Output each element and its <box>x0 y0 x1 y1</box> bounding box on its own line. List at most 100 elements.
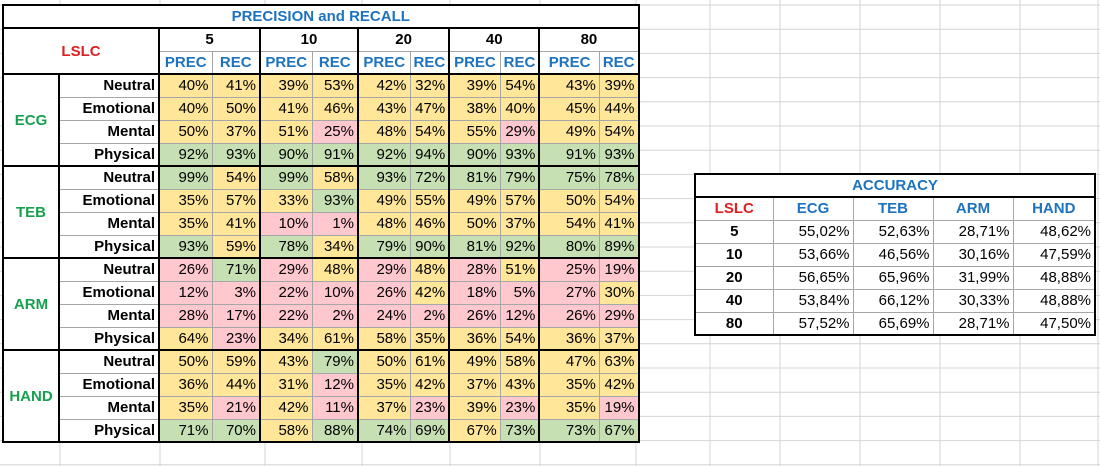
value-cell: 34% <box>311 234 359 259</box>
accuracy-column-header: HAND <box>1012 196 1096 221</box>
prec-header: PREC <box>448 50 501 75</box>
value-cell: 54% <box>598 119 640 144</box>
rec-header: REC <box>311 50 359 75</box>
value-cell: 73% <box>499 418 541 443</box>
value-cell: 51% <box>259 119 313 144</box>
accuracy-value: 28,71% <box>932 219 1014 244</box>
value-cell: 35% <box>409 326 451 351</box>
value-cell: 31% <box>259 372 313 397</box>
accuracy-value: 28,71% <box>932 311 1014 336</box>
accuracy-value: 53,66% <box>772 242 854 267</box>
value-cell: 35% <box>538 395 600 420</box>
value-cell: 43% <box>538 73 600 98</box>
value-cell: 36% <box>538 326 600 351</box>
row-label: Physical <box>58 234 160 259</box>
value-cell: 79% <box>357 234 411 259</box>
row-label: Physical <box>58 142 160 167</box>
data-row: TEB Neutral 99% 54% 99% 58% 93% 72% 81% 79% 75% 78% <box>2 165 640 259</box>
value-cell: 58% <box>259 418 313 443</box>
value-cell: 11% <box>311 395 359 420</box>
data-row: HAND Neutral 50% 59% 43% 79% 50% 61% 49% 58% 47% 63… <box>2 349 640 443</box>
prec-header: PREC <box>357 50 411 75</box>
value-cell: 33% <box>259 188 313 213</box>
value-cell: 42% <box>409 372 451 397</box>
value-cell: 92% <box>158 142 213 167</box>
data-row: Physical 64% 23% 34% 61% 58% 35% 36% 54% 36% 37% <box>3 326 640 351</box>
accuracy-value: 48,88% <box>1012 288 1096 313</box>
value-cell: 90% <box>448 142 501 167</box>
value-cell: 44% <box>211 372 261 397</box>
accuracy-value: 66,12% <box>852 288 934 313</box>
title-row: PRECISION and RECALL <box>2 4 640 29</box>
value-cell: 1% <box>311 211 359 236</box>
value-cell: 46% <box>311 96 359 121</box>
row-label: Neutral <box>58 257 160 282</box>
value-cell: 2% <box>409 303 451 328</box>
k-value-header: 40 <box>448 27 541 52</box>
value-cell: 54% <box>409 119 451 144</box>
group-label: ARM <box>2 257 60 351</box>
value-cell: 48% <box>311 257 359 282</box>
value-cell: 61% <box>409 349 451 374</box>
value-cell: 58% <box>357 326 411 351</box>
value-cell: 26% <box>158 257 213 282</box>
value-cell: 73% <box>538 418 600 443</box>
value-cell: 93% <box>311 188 359 213</box>
table-title: PRECISION and RECALL <box>2 4 640 29</box>
value-cell: 21% <box>211 395 261 420</box>
value-cell: 78% <box>259 234 313 259</box>
value-cell: 49% <box>538 119 600 144</box>
value-cell: 46% <box>409 211 451 236</box>
value-cell: 19% <box>598 257 640 282</box>
accuracy-k-label: 5 <box>694 219 774 244</box>
corner-label: LSLC <box>2 27 160 75</box>
accuracy-value: 31,99% <box>932 265 1014 290</box>
precision-recall-table: PRECISION and RECALL LSLC 5 10 20 40 80 PREC REC… <box>2 4 640 443</box>
value-cell: 27% <box>538 280 600 305</box>
k-value-header: 10 <box>259 27 359 52</box>
value-cell: 37% <box>211 119 261 144</box>
value-cell: 48% <box>357 211 411 236</box>
k-header-row: LSLC 5 10 20 40 80 <box>2 27 640 75</box>
value-cell: 54% <box>499 326 541 351</box>
value-cell: 54% <box>211 165 261 190</box>
value-cell: 51% <box>499 257 541 282</box>
value-cell: 55% <box>409 188 451 213</box>
accuracy-k-label: 10 <box>694 242 774 267</box>
value-cell: 26% <box>538 303 600 328</box>
value-cell: 22% <box>259 280 313 305</box>
accuracy-k-label: 20 <box>694 265 774 290</box>
value-cell: 63% <box>598 349 640 374</box>
value-cell: 49% <box>448 188 501 213</box>
value-cell: 12% <box>499 303 541 328</box>
accuracy-corner-label: LSLC <box>694 196 774 221</box>
value-cell: 42% <box>259 395 313 420</box>
row-label: Mental <box>58 119 160 144</box>
accuracy-row: 10 53,66% 46,56% 30,16% 47,59% <box>694 242 1096 267</box>
value-cell: 34% <box>259 326 313 351</box>
value-cell: 35% <box>158 395 213 420</box>
row-label: Emotional <box>58 372 160 397</box>
accuracy-value: 47,59% <box>1012 242 1096 267</box>
sub-header-row: PREC REC PREC REC PREC REC PREC REC PREC REC <box>3 50 640 75</box>
value-cell: 48% <box>409 257 451 282</box>
data-row: ARM Neutral 26% 71% 29% 48% 29% 48% 28% 51% 25% 19% <box>2 257 640 351</box>
value-cell: 29% <box>598 303 640 328</box>
accuracy-value: 57,52% <box>772 311 854 336</box>
value-cell: 39% <box>448 73 501 98</box>
data-row: Emotional 36% 44% 31% 12% 35% 42% 37% 43% 35% 42% <box>3 372 640 397</box>
value-cell: 49% <box>448 349 501 374</box>
accuracy-value: 53,84% <box>772 288 854 313</box>
value-cell: 26% <box>357 280 411 305</box>
row-label: Emotional <box>58 280 160 305</box>
accuracy-value: 55,02% <box>772 219 854 244</box>
value-cell: 47% <box>538 349 600 374</box>
prec-header: PREC <box>158 50 213 75</box>
value-cell: 40% <box>158 96 213 121</box>
value-cell: 25% <box>311 119 359 144</box>
rec-header: REC <box>409 50 451 75</box>
value-cell: 41% <box>211 73 261 98</box>
value-cell: 54% <box>499 73 541 98</box>
value-cell: 37% <box>499 211 541 236</box>
value-cell: 64% <box>158 326 213 351</box>
